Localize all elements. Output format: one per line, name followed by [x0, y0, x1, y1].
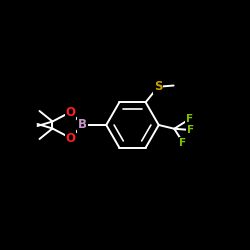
- Text: F: F: [187, 125, 194, 135]
- Text: F: F: [180, 138, 186, 147]
- Text: S: S: [154, 80, 162, 93]
- Text: F: F: [186, 114, 193, 124]
- Text: B: B: [78, 118, 87, 132]
- Text: O: O: [66, 132, 76, 144]
- Text: O: O: [66, 106, 76, 118]
